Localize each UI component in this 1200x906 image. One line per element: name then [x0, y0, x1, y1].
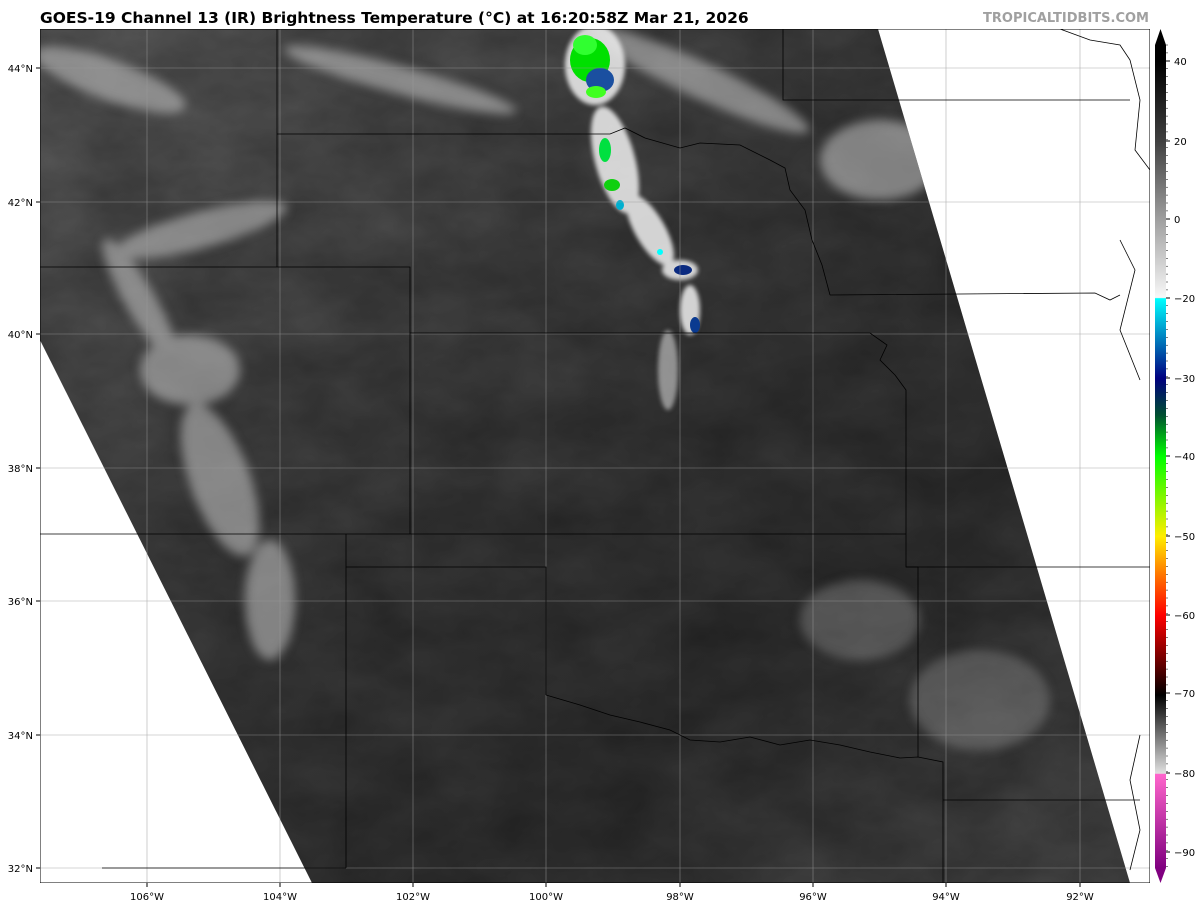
latitude-label: 36°N [8, 597, 33, 608]
latitude-label: 42°N [8, 198, 33, 209]
colorbar-tick-label: 40 [1174, 57, 1187, 68]
latitude-axis: 44°N 42°N 40°N 38°N 36°N 34°N 32°N [8, 64, 40, 875]
colorbar-tick-label: −30 [1174, 374, 1195, 385]
longitude-label: 92°W [1066, 892, 1094, 903]
latitude-label: 32°N [8, 864, 33, 875]
colorbar-tick-label: −20 [1174, 294, 1195, 305]
longitude-label: 100°W [529, 892, 563, 903]
colorbar-tick-label: −70 [1174, 689, 1195, 700]
state-borders [40, 29, 1150, 883]
longitude-label: 96°W [799, 892, 827, 903]
colorbar-tick-label: 20 [1174, 137, 1187, 148]
longitude-label: 106°W [130, 892, 164, 903]
longitude-label: 104°W [263, 892, 297, 903]
latitude-label: 38°N [8, 464, 33, 475]
map-title: GOES-19 Channel 13 (IR) Brightness Tempe… [40, 9, 749, 27]
colorbar-tick-label: 0 [1174, 215, 1180, 226]
latitude-label: 44°N [8, 64, 33, 75]
colorbar-tick-label: −60 [1174, 611, 1195, 622]
longitude-label: 102°W [396, 892, 430, 903]
cold-cloud-tops [570, 35, 700, 333]
colorbar-tick-label: −40 [1174, 452, 1195, 463]
colorbar: 40 20 0 −20 −30 −40 −50 −60 −70 −80 −90 [1155, 29, 1195, 883]
grid-lines [40, 29, 1150, 883]
longitude-label: 98°W [666, 892, 694, 903]
latitude-label: 34°N [8, 731, 33, 742]
longitude-axis: 106°W 104°W 102°W 100°W 98°W 96°W 94°W 92°W [130, 883, 1094, 903]
colorbar-tick-label: −90 [1174, 848, 1195, 859]
watermark: TROPICALTIDBITS.COM [983, 11, 1149, 26]
colorbar-tick-label: −50 [1174, 532, 1195, 543]
latitude-label: 40°N [8, 330, 33, 341]
longitude-label: 94°W [932, 892, 960, 903]
colorbar-tick-label: −80 [1174, 769, 1195, 780]
